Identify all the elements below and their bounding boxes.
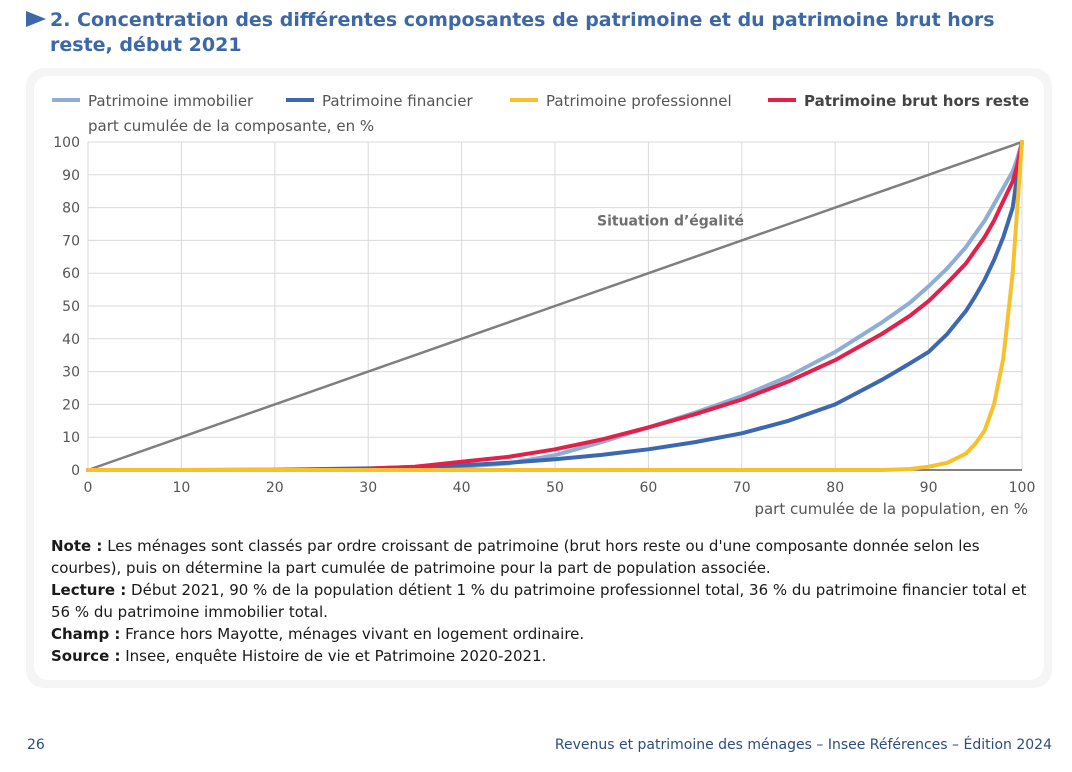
publication-reference: Revenus et patrimoine des ménages – Inse… (554, 737, 1052, 753)
legend-label: Patrimoine professionnel (546, 92, 732, 110)
series-line-patrimoine-brut-hors-reste (86, 140, 1024, 472)
x-axis-label: part cumulée de la population, en % (754, 500, 1028, 518)
source-line: Source : Insee, enquête Histoire de vie … (51, 645, 1041, 667)
legend-swatch-financier (286, 97, 314, 102)
legend-swatch-professionnel (510, 97, 538, 102)
y-tick-label: 70 (62, 233, 80, 249)
lecture-text: Début 2021, 90 % de la population détien… (51, 581, 1027, 621)
triangle-right-icon (26, 11, 46, 27)
legend-item-brut: Patrimoine brut hors reste (768, 92, 1029, 110)
y-tick-label: 100 (53, 135, 80, 151)
champ-label: Champ : (51, 625, 121, 643)
lecture-label: Lecture : (51, 581, 127, 599)
series-line-situation-d-galit (86, 140, 1024, 472)
champ-line: Champ : France hors Mayotte, ménages viv… (51, 623, 1041, 645)
lecture-line: Lecture : Début 2021, 90 % de la populat… (51, 579, 1041, 623)
x-tick-label: 60 (639, 480, 657, 496)
legend-item-professionnel: Patrimoine professionnel (510, 92, 732, 110)
notes-block: Note : Les ménages sont classés par ordr… (51, 535, 1041, 667)
y-tick-label: 50 (62, 299, 80, 315)
legend-label: Patrimoine immobilier (88, 92, 254, 110)
note-text: Les ménages sont classés par ordre crois… (51, 537, 980, 577)
source-text: Insee, enquête Histoire de vie et Patrim… (120, 647, 547, 665)
legend-swatch-brut (768, 97, 796, 102)
page-number: 26 (27, 737, 45, 753)
source-label: Source : (51, 647, 121, 665)
x-tick-label: 80 (826, 480, 844, 496)
y-tick-label: 80 (62, 201, 80, 217)
series-lines (86, 140, 1024, 472)
chart-title-text: 2. Concentration des différentes composa… (50, 9, 995, 56)
x-tick-label: 70 (733, 480, 751, 496)
x-tick-label: 50 (546, 480, 564, 496)
note-label: Note : (51, 537, 103, 555)
y-tick-label: 40 (62, 332, 80, 348)
y-tick-label: 60 (62, 266, 80, 282)
x-tick-label: 100 (1009, 480, 1036, 496)
x-tick-label: 40 (453, 480, 471, 496)
series-line-patrimoine-professionnel (86, 140, 1024, 472)
y-tick-label: 30 (62, 365, 80, 381)
legend: Patrimoine immobilier Patrimoine financi… (52, 92, 1032, 112)
legend-item-financier: Patrimoine financier (286, 92, 473, 110)
x-tick-label: 90 (920, 480, 938, 496)
y-tick-label: 90 (62, 168, 80, 184)
legend-swatch-immobilier (52, 97, 80, 102)
x-tick-label: 0 (84, 480, 93, 496)
tick-labels: 0 10 20 30 40 50 60 70 80 90 100 0 10 20 30 40 50 60 70 80 9… (53, 135, 1035, 496)
y-tick-label: 20 (62, 397, 80, 413)
chart-title: 2. Concentration des différentes composa… (26, 8, 1056, 58)
x-tick-label: 20 (266, 480, 284, 496)
y-axis-label: part cumulée de la composante, en % (88, 117, 375, 135)
equality-annotation: Situation d’égalité (597, 214, 744, 230)
legend-label: Patrimoine brut hors reste (804, 92, 1030, 110)
legend-label: Patrimoine financier (322, 92, 473, 110)
x-tick-label: 30 (359, 480, 377, 496)
note-line: Note : Les ménages sont classés par ordr… (51, 535, 1041, 579)
x-tick-label: 10 (172, 480, 190, 496)
y-tick-label: 10 (62, 430, 80, 446)
legend-item-immobilier: Patrimoine immobilier (52, 92, 253, 110)
y-tick-label: 0 (71, 463, 80, 479)
champ-text: France hors Mayotte, ménages vivant en l… (120, 625, 585, 643)
